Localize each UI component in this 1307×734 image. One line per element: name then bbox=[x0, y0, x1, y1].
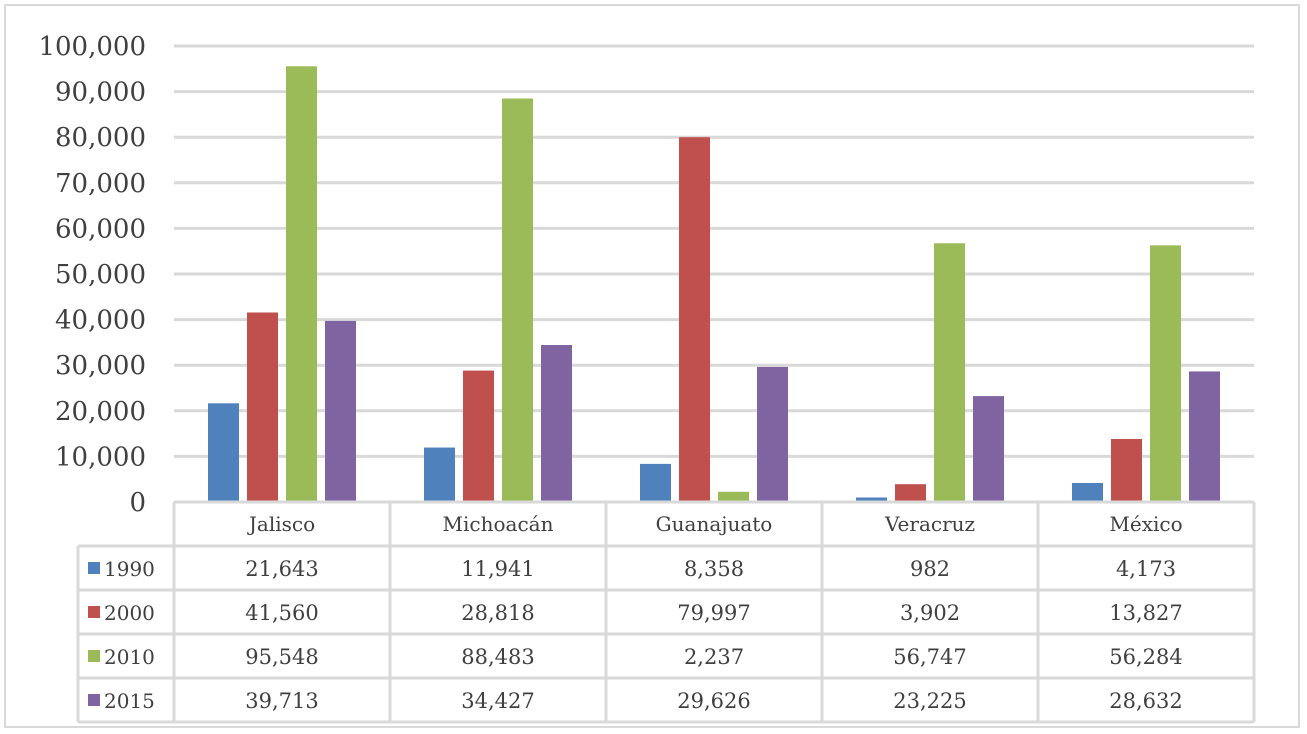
data-table-cell: 28,818 bbox=[461, 601, 534, 625]
bar-1990-Jalisco bbox=[208, 403, 239, 502]
data-table-cell: 39,713 bbox=[245, 689, 318, 713]
y-tick-label: 90,000 bbox=[55, 78, 146, 108]
y-tick-label: 50,000 bbox=[55, 260, 146, 290]
bar-2015-Michoacán bbox=[541, 345, 572, 502]
data-table-cell: 3,902 bbox=[900, 601, 960, 625]
data-table-cell: 8,358 bbox=[684, 557, 744, 581]
data-table-cell: 88,483 bbox=[461, 645, 534, 669]
y-tick-label: 70,000 bbox=[55, 169, 146, 199]
category-label: Jalisco bbox=[247, 512, 315, 536]
bar-2015-Guanajuato bbox=[757, 366, 788, 502]
category-label: México bbox=[1109, 512, 1182, 536]
bar-1990-Guanajuato bbox=[640, 463, 671, 502]
legend-label: 2000 bbox=[104, 601, 155, 625]
data-table-cell: 29,626 bbox=[677, 689, 750, 713]
legend-key-2015 bbox=[88, 694, 100, 706]
data-table-cell: 95,548 bbox=[245, 645, 318, 669]
legend-label: 1990 bbox=[104, 557, 155, 581]
chart-frame bbox=[4, 4, 1300, 728]
bar-2000-México bbox=[1111, 438, 1142, 502]
bar-2010-Michoacán bbox=[502, 98, 533, 502]
data-table-cell: 21,643 bbox=[245, 557, 318, 581]
legend-label: 2015 bbox=[104, 689, 155, 713]
data-table-cell: 28,632 bbox=[1109, 689, 1182, 713]
data-table-cell: 79,997 bbox=[677, 601, 750, 625]
bar-2000-Jalisco bbox=[247, 312, 278, 502]
y-tick-label: 20,000 bbox=[55, 397, 146, 427]
bar-2015-Veracruz bbox=[973, 396, 1004, 502]
data-table-cell: 982 bbox=[910, 557, 950, 581]
data-table-cell: 34,427 bbox=[461, 689, 534, 713]
legend-label: 2010 bbox=[104, 645, 155, 669]
data-table-cell: 2,237 bbox=[684, 645, 744, 669]
bar-1990-Michoacán bbox=[424, 447, 455, 502]
data-table-cell: 11,941 bbox=[461, 557, 534, 581]
bar-2010-México bbox=[1150, 245, 1181, 502]
data-table-cell: 13,827 bbox=[1109, 601, 1182, 625]
y-tick-label: 0 bbox=[129, 488, 146, 518]
data-table-cell: 41,560 bbox=[245, 601, 318, 625]
bar-2010-Veracruz bbox=[934, 243, 965, 502]
legend-key-2000 bbox=[88, 606, 100, 618]
legend-key-2010 bbox=[88, 650, 100, 662]
bar-2000-Veracruz bbox=[895, 484, 926, 502]
category-label: Michoacán bbox=[443, 512, 554, 536]
bar-2000-Michoacán bbox=[463, 370, 494, 502]
y-tick-label: 80,000 bbox=[55, 123, 146, 153]
category-label: Guanajuato bbox=[656, 512, 773, 536]
y-tick-label: 100,000 bbox=[38, 32, 146, 62]
y-tick-label: 60,000 bbox=[55, 214, 146, 244]
data-table-cell: 56,747 bbox=[893, 645, 966, 669]
bar-2010-Guanajuato bbox=[718, 491, 749, 502]
bar-2010-Jalisco bbox=[286, 66, 317, 502]
y-tick-label: 40,000 bbox=[55, 306, 146, 336]
bar-1990-Veracruz bbox=[856, 497, 887, 502]
category-label: Veracruz bbox=[884, 512, 975, 536]
bar-1990-México bbox=[1072, 482, 1103, 502]
bar-2015-México bbox=[1189, 371, 1220, 502]
y-tick-label: 10,000 bbox=[55, 442, 146, 472]
data-table-cell: 23,225 bbox=[893, 689, 966, 713]
legend-key-1990 bbox=[88, 562, 100, 574]
bar-2015-Jalisco bbox=[325, 320, 356, 502]
y-tick-label: 30,000 bbox=[55, 351, 146, 381]
data-table-cell: 56,284 bbox=[1109, 645, 1182, 669]
data-table-cell: 4,173 bbox=[1116, 557, 1176, 581]
bar-2000-Guanajuato bbox=[679, 137, 710, 502]
